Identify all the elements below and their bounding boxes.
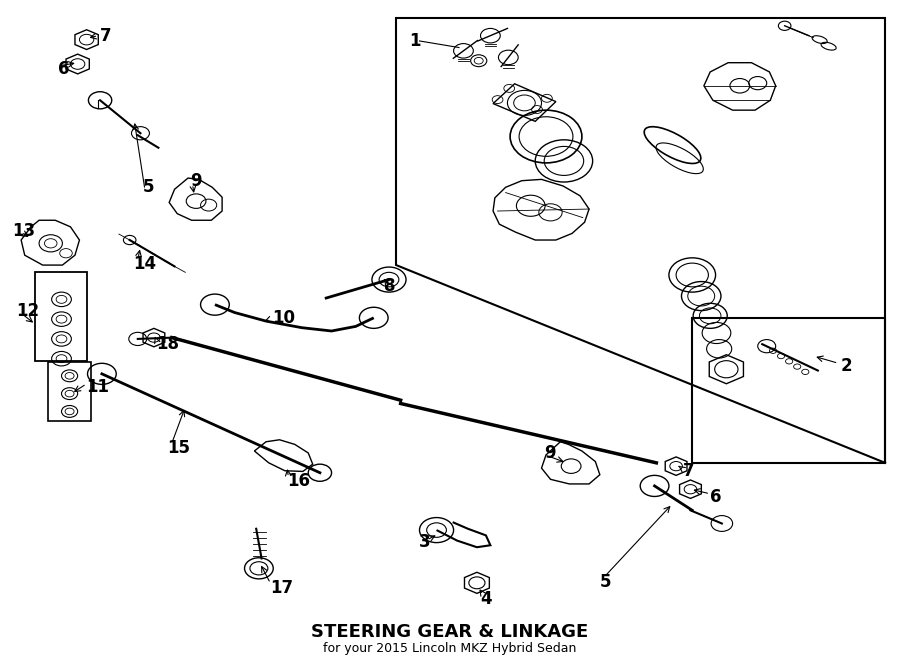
Text: 4: 4 <box>481 591 492 608</box>
Text: STEERING GEAR & LINKAGE: STEERING GEAR & LINKAGE <box>311 623 589 641</box>
Text: 6: 6 <box>58 60 69 77</box>
Text: for your 2015 Lincoln MKZ Hybrid Sedan: for your 2015 Lincoln MKZ Hybrid Sedan <box>323 642 577 655</box>
Text: 1: 1 <box>409 32 420 50</box>
Text: 9: 9 <box>544 444 556 462</box>
Text: 12: 12 <box>16 303 40 320</box>
Text: 11: 11 <box>86 378 110 396</box>
Text: 14: 14 <box>133 255 157 273</box>
Text: 5: 5 <box>599 573 611 591</box>
Text: 5: 5 <box>143 178 155 197</box>
Text: 7: 7 <box>683 462 695 480</box>
Text: 13: 13 <box>13 222 35 240</box>
Text: 2: 2 <box>841 357 852 375</box>
Text: 17: 17 <box>271 579 293 597</box>
Bar <box>35 271 86 361</box>
Text: 18: 18 <box>157 335 180 354</box>
Text: 10: 10 <box>273 308 295 327</box>
Text: 3: 3 <box>418 533 430 551</box>
Text: 7: 7 <box>100 26 112 44</box>
Bar <box>48 362 91 421</box>
Text: 9: 9 <box>190 172 202 191</box>
Text: 6: 6 <box>710 488 722 506</box>
Text: 15: 15 <box>167 440 191 457</box>
Text: 16: 16 <box>287 472 310 491</box>
Text: 8: 8 <box>383 277 395 295</box>
